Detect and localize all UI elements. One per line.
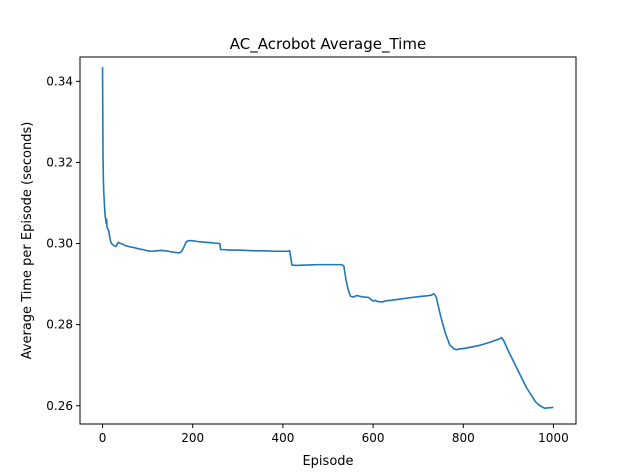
plot-area (79, 56, 577, 425)
x-tick-label: 800 (452, 431, 475, 445)
y-tick-label: 0.34 (46, 74, 73, 88)
x-tick-label: 0 (99, 431, 107, 445)
x-axis-label: Episode (302, 454, 353, 469)
y-tick-label: 0.32 (46, 155, 73, 169)
x-tick-label: 1000 (538, 431, 569, 445)
x-tick-label: 600 (362, 431, 385, 445)
x-tick-label: 400 (271, 431, 294, 445)
y-tick-label: 0.28 (46, 318, 73, 332)
chart-title: AC_Acrobot Average_Time (230, 35, 426, 54)
x-axis-ticks: 0 200 400 600 800 1000 (99, 424, 569, 445)
y-tick-label: 0.26 (46, 399, 73, 413)
y-tick-label: 0.30 (46, 237, 73, 251)
series-line (101, 67, 554, 409)
y-axis-label: Average Time per Episode (seconds) (20, 122, 35, 360)
y-axis-ticks: 0.26 0.28 0.30 0.32 0.34 (46, 74, 80, 413)
x-tick-label: 200 (181, 431, 204, 445)
